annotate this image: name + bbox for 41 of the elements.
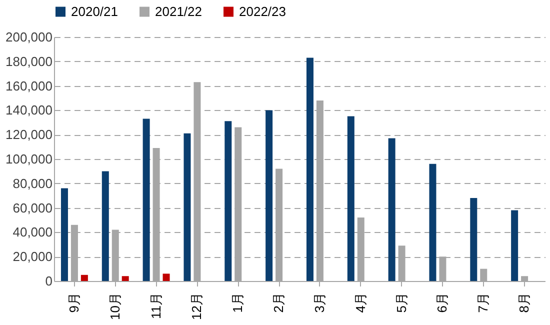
x-tick-label: 2月	[271, 292, 286, 313]
bar	[142, 118, 150, 281]
bar	[224, 121, 232, 281]
x-tick-label: 10月	[107, 292, 122, 320]
x-tick-label: 1月	[230, 292, 246, 313]
bar	[60, 188, 68, 281]
bar	[266, 110, 273, 281]
y-tick-label: 80,000	[12, 176, 52, 191]
x-tick-label: 6月	[434, 292, 450, 313]
y-tick-label: 20,000	[12, 249, 52, 264]
bar	[80, 274, 88, 281]
bar	[429, 164, 436, 281]
x-tick-label: 4月	[352, 292, 368, 313]
y-tick-label: 140,000	[6, 102, 52, 118]
y-tick-label: 60,000	[12, 200, 52, 216]
bar	[511, 210, 518, 281]
x-tick-label: 8月	[516, 292, 532, 313]
x-tick-label: 9月	[66, 292, 82, 313]
x-tick-label: 11月	[148, 292, 164, 319]
x-tick-label: 7月	[476, 292, 491, 313]
bar	[388, 138, 396, 281]
x-tick-label: 5月	[394, 292, 409, 313]
bar	[470, 198, 478, 281]
y-tick-label: 200,000	[6, 30, 52, 44]
bar	[102, 171, 109, 281]
y-tick-label: 160,000	[6, 78, 52, 94]
bar	[306, 58, 314, 281]
y-tick-label: 120,000	[6, 127, 52, 142]
bar	[162, 274, 170, 281]
bar	[347, 116, 354, 281]
y-tick-label: 180,000	[6, 54, 52, 69]
bar	[184, 133, 191, 281]
y-tick-label: 0	[45, 274, 52, 288]
legend-label: 2020/21	[71, 4, 118, 19]
legend-label: 2022/23	[239, 4, 286, 19]
x-tick-label: 3月	[312, 292, 327, 313]
bar	[122, 276, 129, 281]
y-tick-label: 40,000	[12, 224, 52, 240]
y-tick-label: 100,000	[6, 152, 52, 166]
legend-label: 2021/22	[155, 4, 202, 19]
x-tick-label: 12月	[189, 292, 204, 320]
